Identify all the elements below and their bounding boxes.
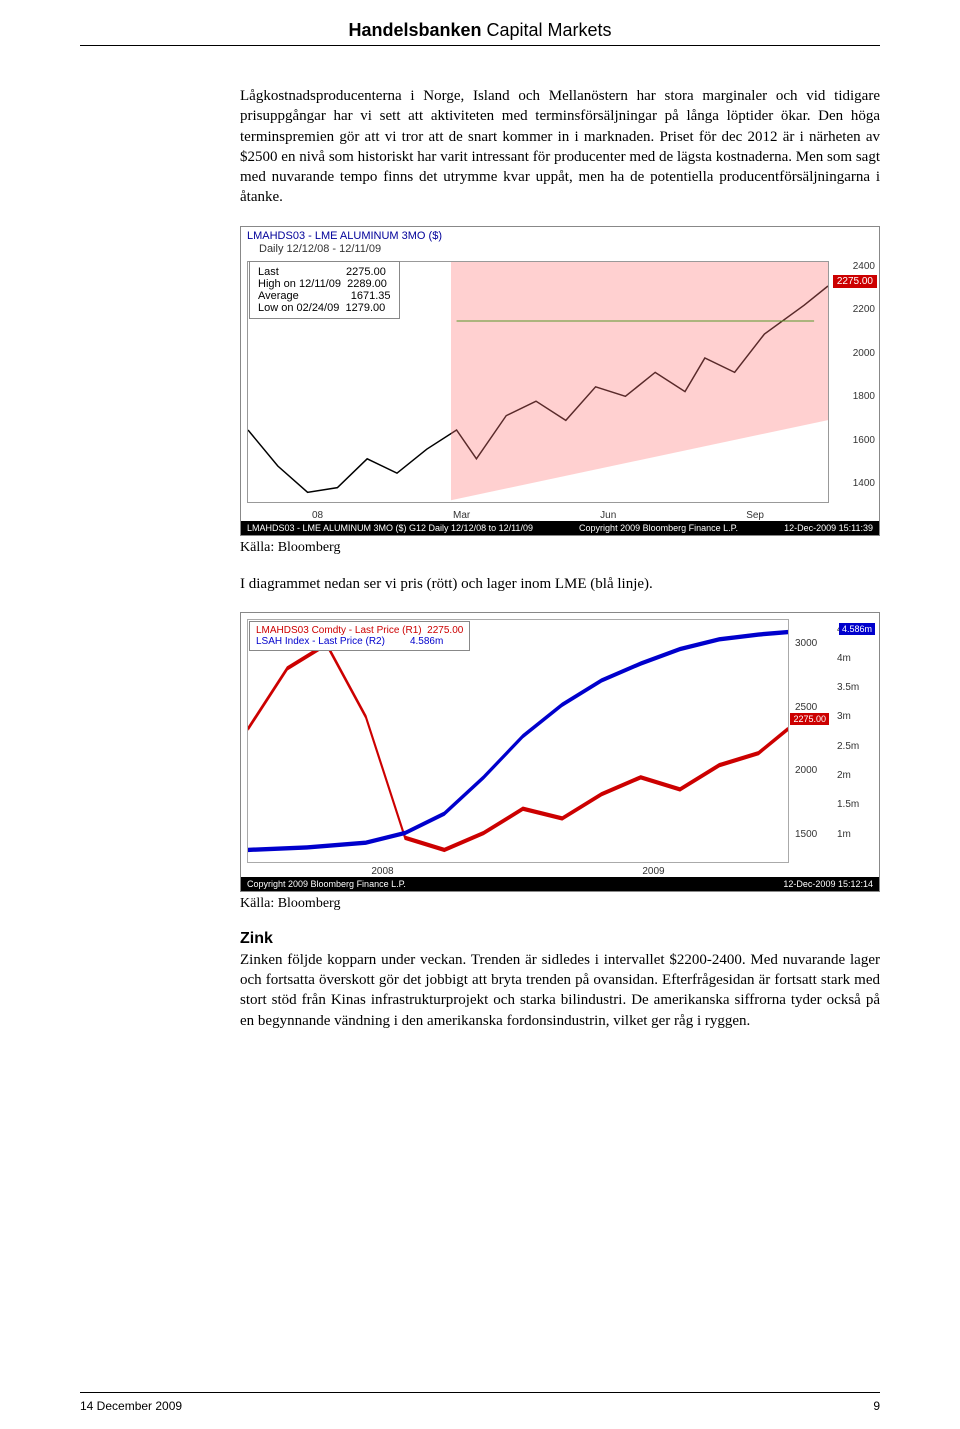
chart-aluminum: LMAHDS03 - LME ALUMINUM 3MO ($) Daily 12… [240,226,880,536]
chart1-xaxis: 08 Mar Jun Sep [247,510,829,521]
chart2-y1: 3000 2500 2000 1500 [793,619,831,863]
chart1-legend: Last 2275.00 High on 12/11/09 2289.00 Av… [249,261,400,319]
paragraph-1: Lågkostnadsproducenterna i Norge, Island… [240,86,880,208]
chart-price-inventory: LMAHDS03 Comdty - Last Price (R1) 2275.0… [240,612,880,892]
chart1-title: LMAHDS03 - LME ALUMINUM 3MO ($) [241,227,879,243]
chart1-yaxis: 2400 2200 2000 1800 1600 1400 [833,261,875,503]
page-header: Handelsbanken Capital Markets [80,20,880,46]
zink-heading: Zink [240,930,880,948]
chart1-footer: LMAHDS03 - LME ALUMINUM 3MO ($) G12 Dail… [241,521,879,535]
chart2-xaxis: 2008 2009 [247,866,789,877]
page-footer: 14 December 2009 9 [80,1392,880,1413]
brand: Handelsbanken Capital Markets [348,20,611,40]
footer-date: 14 December 2009 [80,1399,182,1413]
chart2-plot [247,619,789,863]
chart2-svg [248,620,788,862]
chart1-price-tag: 2275.00 [833,275,877,288]
brand-thin: Capital Markets [482,20,612,40]
footer-page: 9 [873,1399,880,1413]
chart2-y2-tag: 4.586m [839,623,875,635]
source-2: Källa: Bloomberg [240,896,880,912]
source-1: Källa: Bloomberg [240,540,880,556]
chart2-red-line [248,644,788,850]
chart1-subtitle: Daily 12/12/08 - 12/11/09 [241,243,879,255]
chart2-blue-line [248,632,788,850]
mid-text: I diagrammet nedan ser vi pris (rött) oc… [240,574,880,594]
chart2-y2: 4.5m 4m 3.5m 3m 2.5m 2m 1.5m 1m [835,619,875,863]
chart2-footer: Copyright 2009 Bloomberg Finance L.P. 12… [241,877,879,891]
zink-body: Zinken följde kopparn under veckan. Tren… [240,950,880,1031]
chart2-y1-tag: 2275.00 [790,713,829,725]
brand-bold: Handelsbanken [348,20,481,40]
chart2-legend: LMAHDS03 Comdty - Last Price (R1) 2275.0… [249,621,470,651]
